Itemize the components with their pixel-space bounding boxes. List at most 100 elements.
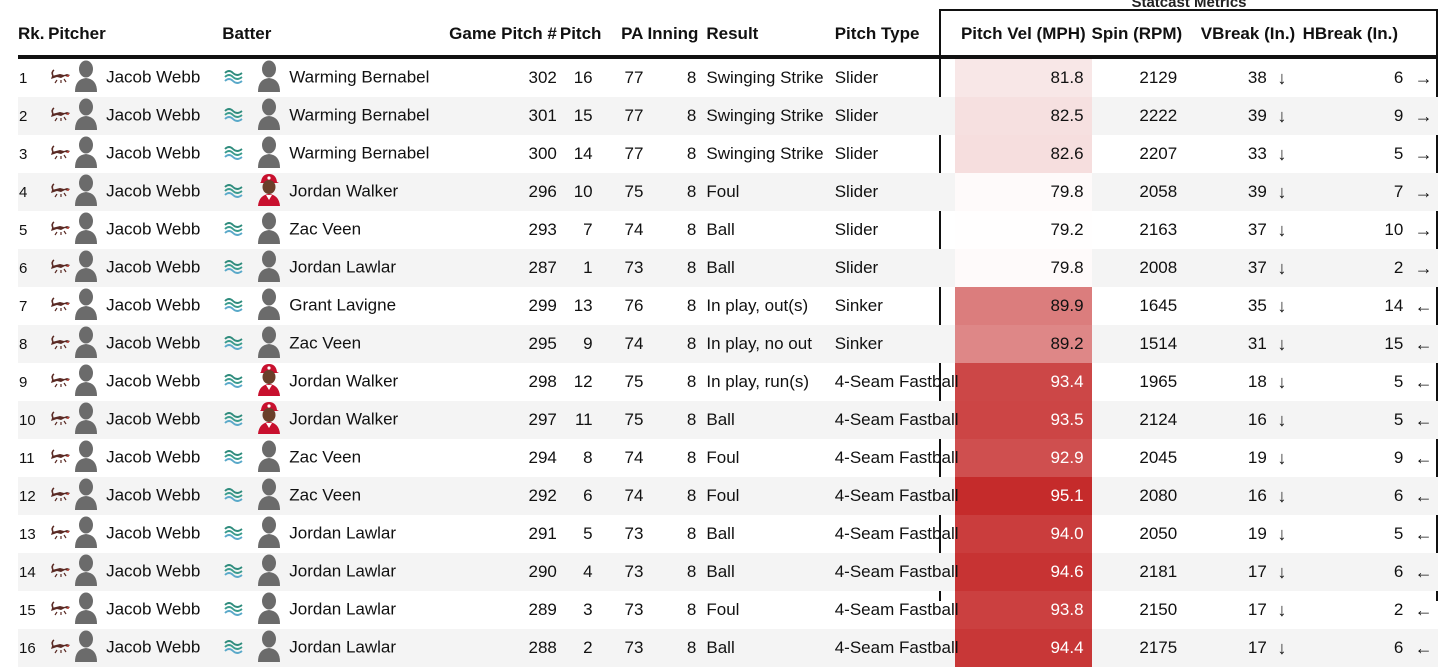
batter-cell[interactable]: Jordan Walker — [252, 363, 421, 401]
batter-name[interactable]: Warming Bernabel — [289, 143, 430, 163]
batter-cell[interactable]: Grant Lavigne — [252, 287, 421, 325]
batter-name[interactable]: Warming Bernabel — [289, 105, 430, 125]
batter-cell[interactable]: Jordan Lawlar — [252, 591, 421, 629]
pitcher-name[interactable]: Jacob Webb — [106, 295, 201, 315]
batter-cell[interactable]: Warming Bernabel — [252, 97, 429, 135]
pitcher-cell[interactable]: Jacob Webb — [75, 211, 223, 249]
result-cell: Ball — [698, 629, 827, 667]
batter-cell[interactable]: Zac Veen — [252, 325, 422, 363]
table-row[interactable]: 3 Jacob Webb Warming Bernabel 300 14 77 8 Swing… — [18, 135, 1438, 173]
batter-cell[interactable]: Jordan Lawlar — [252, 553, 422, 591]
table-row[interactable]: 4 Jacob Webb Jordan Walker 296 10 75 8 Foul Slid… — [18, 173, 1438, 211]
table-row[interactable]: 14 Jacob Webb Jordan Lawlar 290 4 73 8 Ball 4-Se… — [18, 553, 1438, 591]
pitcher-cell[interactable]: Jacob Webb — [75, 515, 223, 553]
pitcher-name[interactable]: Jacob Webb — [106, 637, 201, 657]
pitcher-name[interactable]: Jacob Webb — [106, 485, 201, 505]
table-row[interactable]: 7 Jacob Webb Grant Lavigne 299 13 76 8 In play,… — [18, 287, 1438, 325]
table-row[interactable]: 1 Jacob Webb Warming Bernabel 302 16 77 8 Swing… — [18, 57, 1438, 97]
col-header-vbreak[interactable]: VBreak (In.) — [1185, 12, 1296, 59]
pitcher-name[interactable]: Jacob Webb — [106, 371, 201, 391]
batter-cell[interactable]: Zac Veen — [252, 211, 421, 249]
batter-name[interactable]: Jordan Lawlar — [289, 561, 397, 581]
batter-name[interactable]: Jordan Walker — [289, 181, 399, 201]
game-pitch-cell: 291 — [528, 524, 557, 543]
table-row[interactable]: 11 Jacob Webb Zac Veen 294 8 74 8 Foul 4-Seam Fa… — [18, 439, 1438, 477]
pitcher-cell[interactable]: Jacob Webb — [75, 57, 223, 97]
table-row[interactable]: 9 Jacob Webb Jordan Walker 298 12 75 8 In play,… — [18, 363, 1438, 401]
table-row[interactable]: 2 Jacob Webb Warming Bernabel 301 15 77 8 Swing… — [18, 97, 1438, 135]
pitcher-cell[interactable]: Jacob Webb — [75, 439, 223, 477]
pitcher-name[interactable]: Jacob Webb — [106, 333, 201, 353]
pitcher-name[interactable]: Jacob Webb — [106, 523, 201, 543]
table-row[interactable]: 12 Jacob Webb Zac Veen 292 6 74 8 Foul 4-Seam Fa… — [18, 477, 1438, 515]
batter-cell[interactable]: Zac Veen — [252, 439, 421, 477]
pitcher-name[interactable]: Jacob Webb — [106, 105, 201, 125]
batter-name[interactable]: Zac Veen — [289, 447, 362, 467]
pitcher-cell[interactable]: Jacob Webb — [75, 173, 223, 211]
table-row[interactable]: 15 Jacob Webb Jordan Lawlar 289 3 73 8 Foul 4-Se… — [18, 591, 1438, 629]
pitcher-cell[interactable]: Jacob Webb — [75, 591, 223, 629]
col-header-pitcher[interactable]: Pitcher — [48, 12, 193, 59]
batter-name[interactable]: Jordan Lawlar — [289, 599, 397, 619]
col-header-spin[interactable]: Spin (RPM) — [1091, 12, 1184, 59]
pitcher-cell[interactable]: Jacob Webb — [75, 287, 223, 325]
batter-name[interactable]: Grant Lavigne — [289, 295, 397, 315]
batter-cell[interactable]: Jordan Lawlar — [252, 249, 422, 287]
pitcher-cell[interactable]: Jacob Webb — [75, 97, 223, 135]
col-header-result[interactable]: Result — [698, 12, 827, 59]
pitcher-cell[interactable]: Jacob Webb — [75, 553, 223, 591]
pitcher-name[interactable]: Jacob Webb — [106, 257, 201, 277]
batter-name[interactable]: Zac Veen — [289, 485, 362, 505]
pitcher-name[interactable]: Jacob Webb — [106, 599, 201, 619]
pitcher-cell[interactable]: Jacob Webb — [75, 477, 223, 515]
pitcher-cell[interactable]: Jacob Webb — [75, 249, 223, 287]
rank-cell: 3 — [19, 145, 28, 163]
pitcher-cell[interactable]: Jacob Webb — [75, 401, 223, 439]
pitch-type-cell: 4-Seam Fastball — [834, 524, 959, 543]
table-row[interactable]: 16 Jacob Webb Jordan Lawlar 288 2 73 8 Ball 4-Se… — [18, 629, 1438, 667]
batter-name[interactable]: Zac Veen — [289, 333, 362, 353]
pitcher-cell[interactable]: Jacob Webb — [75, 325, 223, 363]
col-header-pitch-type[interactable]: Pitch Type — [826, 12, 956, 59]
vbreak-cell: 31 — [1183, 325, 1271, 363]
table-row[interactable]: 6 Jacob Webb Jordan Lawlar 287 1 73 8 Ball Slide… — [18, 249, 1438, 287]
pitcher-cell[interactable]: Jacob Webb — [75, 363, 223, 401]
batter-cell[interactable]: Warming Bernabel — [252, 57, 429, 97]
pitcher-name[interactable]: Jacob Webb — [106, 143, 201, 163]
batter-name[interactable]: Zac Veen — [289, 219, 362, 239]
batter-name[interactable]: Jordan Lawlar — [289, 637, 397, 657]
batter-cell[interactable]: Warming Bernabel — [252, 135, 429, 173]
pitcher-name[interactable]: Jacob Webb — [106, 219, 201, 239]
pitcher-name[interactable]: Jacob Webb — [106, 409, 201, 429]
batter-name[interactable]: Jordan Lawlar — [289, 523, 397, 543]
col-header-pitch[interactable]: Pitch — [559, 12, 603, 59]
pitcher-name[interactable]: Jacob Webb — [106, 181, 201, 201]
player-silhouette-icon — [257, 477, 281, 515]
batter-cell[interactable]: Jordan Lawlar — [252, 515, 421, 553]
table-row[interactable]: 10 Jacob Webb Jordan Walker 297 11 75 8 Ball 4-S… — [18, 401, 1438, 439]
batter-name[interactable]: Jordan Walker — [289, 371, 399, 391]
pitcher-name[interactable]: Jacob Webb — [106, 67, 201, 87]
col-header-game-pitch[interactable]: Game Pitch # — [421, 12, 560, 59]
batter-cell[interactable]: Jordan Walker — [252, 401, 422, 439]
col-header-hbreak[interactable]: HBreak (In.) — [1293, 12, 1438, 59]
batter-name[interactable]: Jordan Lawlar — [289, 257, 397, 277]
col-header-batter[interactable]: Batter — [222, 12, 392, 59]
vbreak-cell: 16 — [1183, 477, 1271, 515]
batter-cell[interactable]: Jordan Lawlar — [252, 629, 422, 667]
pitcher-name[interactable]: Jacob Webb — [106, 561, 201, 581]
col-header-rank[interactable]: Rk. — [18, 12, 49, 59]
batter-name[interactable]: Jordan Walker — [289, 409, 399, 429]
table-row[interactable]: 13 Jacob Webb Jordan Lawlar 291 5 73 8 Ball 4-Se… — [18, 515, 1438, 553]
batter-cell[interactable]: Zac Veen — [252, 477, 422, 515]
col-header-pa[interactable]: PA — [602, 12, 648, 59]
pitcher-name[interactable]: Jacob Webb — [106, 447, 201, 467]
col-header-inning[interactable]: Inning — [647, 12, 698, 59]
pitcher-cell[interactable]: Jacob Webb — [75, 135, 223, 173]
batter-name[interactable]: Warming Bernabel — [289, 67, 430, 87]
table-row[interactable]: 8 Jacob Webb Zac Veen 295 9 74 8 In play, no ou… — [18, 325, 1438, 363]
table-row[interactable]: 5 Jacob Webb Zac Veen 293 7 74 8 Ball Slider 79.2… — [18, 211, 1438, 249]
col-header-pitch-velocity[interactable]: Pitch Vel (MPH) — [955, 12, 1092, 59]
batter-cell[interactable]: Jordan Walker — [252, 173, 422, 211]
pitcher-cell[interactable]: Jacob Webb — [75, 629, 223, 667]
